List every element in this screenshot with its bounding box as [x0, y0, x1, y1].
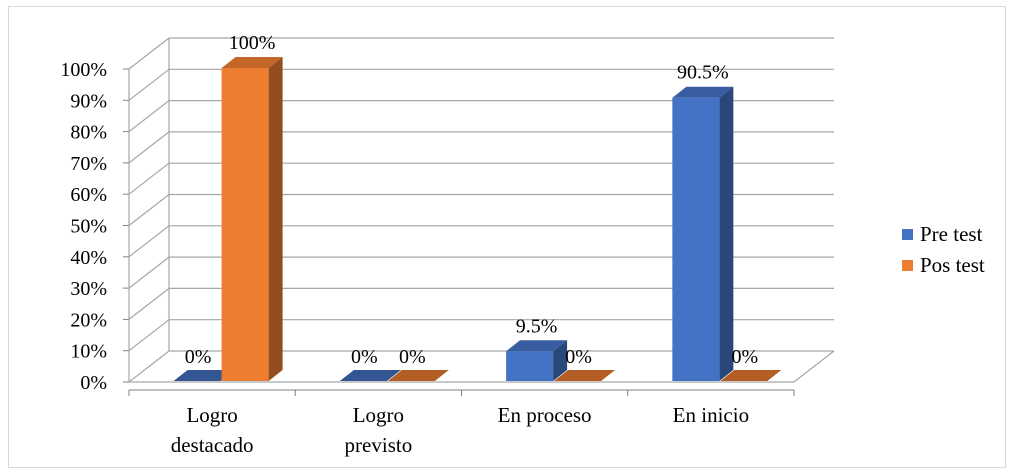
side-wall-line — [128, 194, 170, 226]
side-wall-line — [128, 131, 170, 164]
bar — [720, 370, 782, 381]
data-label: 0% — [185, 346, 212, 368]
x-category-label: En inicio — [673, 403, 749, 427]
bar — [672, 97, 720, 382]
legend-swatch-pos-test — [902, 260, 913, 271]
bar-side-face — [719, 86, 734, 382]
bar-top-face — [672, 86, 734, 98]
y-tick-label: 40% — [70, 247, 107, 269]
bar — [387, 370, 449, 381]
bar — [506, 351, 554, 381]
data-label: 0% — [565, 346, 592, 368]
y-tick-label: 0% — [80, 372, 107, 394]
side-wall-line — [128, 68, 170, 101]
y-tick-label: 80% — [70, 122, 107, 144]
bar-side-face — [553, 340, 568, 381]
y-tick-label: 20% — [70, 309, 107, 331]
x-category-label: destacado — [171, 433, 254, 457]
data-label: 0% — [399, 346, 426, 368]
data-label: 0% — [732, 346, 759, 368]
side-wall-line — [128, 162, 170, 195]
side-wall-line — [128, 350, 170, 383]
bar-side-face — [268, 57, 283, 381]
y-tick-label: 10% — [70, 341, 107, 363]
legend-item-pre-test: Pre test — [902, 219, 985, 250]
x-category-label: Logro — [353, 403, 404, 427]
bar — [173, 370, 235, 381]
bar — [221, 68, 269, 381]
legend-label-pre-test: Pre test — [920, 222, 983, 246]
side-wall-line — [128, 100, 170, 133]
data-label: 9.5% — [516, 315, 558, 337]
legend-label-pos-test: Pos test — [920, 253, 985, 277]
x-category-label: Logro — [186, 403, 237, 427]
data-label: 100% — [229, 32, 276, 54]
x-category-label: En proceso — [498, 403, 592, 427]
bar-chart-3d: 0% 10% 20% 30% 40% 50% 60% 70% 80% 90% 100% Logro de… — [60, 32, 835, 457]
y-tick-label: 90% — [70, 90, 107, 112]
chart-frame: 0% 10% 20% 30% 40% 50% 60% 70% 80% 90% 100% Logro de… — [8, 6, 1006, 468]
side-wall-line — [128, 256, 170, 289]
legend-swatch-pre-test — [902, 229, 913, 240]
legend: Pre test Pos test — [902, 219, 985, 281]
side-wall-line — [128, 225, 170, 258]
y-tick-label: 100% — [60, 59, 107, 81]
data-label: 0% — [351, 346, 378, 368]
x-category-label: previsto — [345, 433, 413, 457]
y-tick-label: 70% — [70, 153, 107, 175]
y-tick-label: 30% — [70, 278, 107, 300]
side-wall-line — [128, 37, 170, 70]
side-wall-line — [128, 319, 170, 352]
side-wall-line — [128, 287, 170, 320]
data-label: 90.5% — [677, 62, 729, 84]
bar-top-face — [221, 57, 283, 68]
y-tick-label: 50% — [70, 216, 107, 238]
bar — [339, 370, 401, 381]
floor-right-edge — [793, 350, 835, 383]
bar — [554, 370, 616, 381]
legend-item-pos-test: Pos test — [902, 250, 985, 281]
y-tick-label: 60% — [70, 184, 107, 206]
bar-top-face — [506, 340, 568, 352]
